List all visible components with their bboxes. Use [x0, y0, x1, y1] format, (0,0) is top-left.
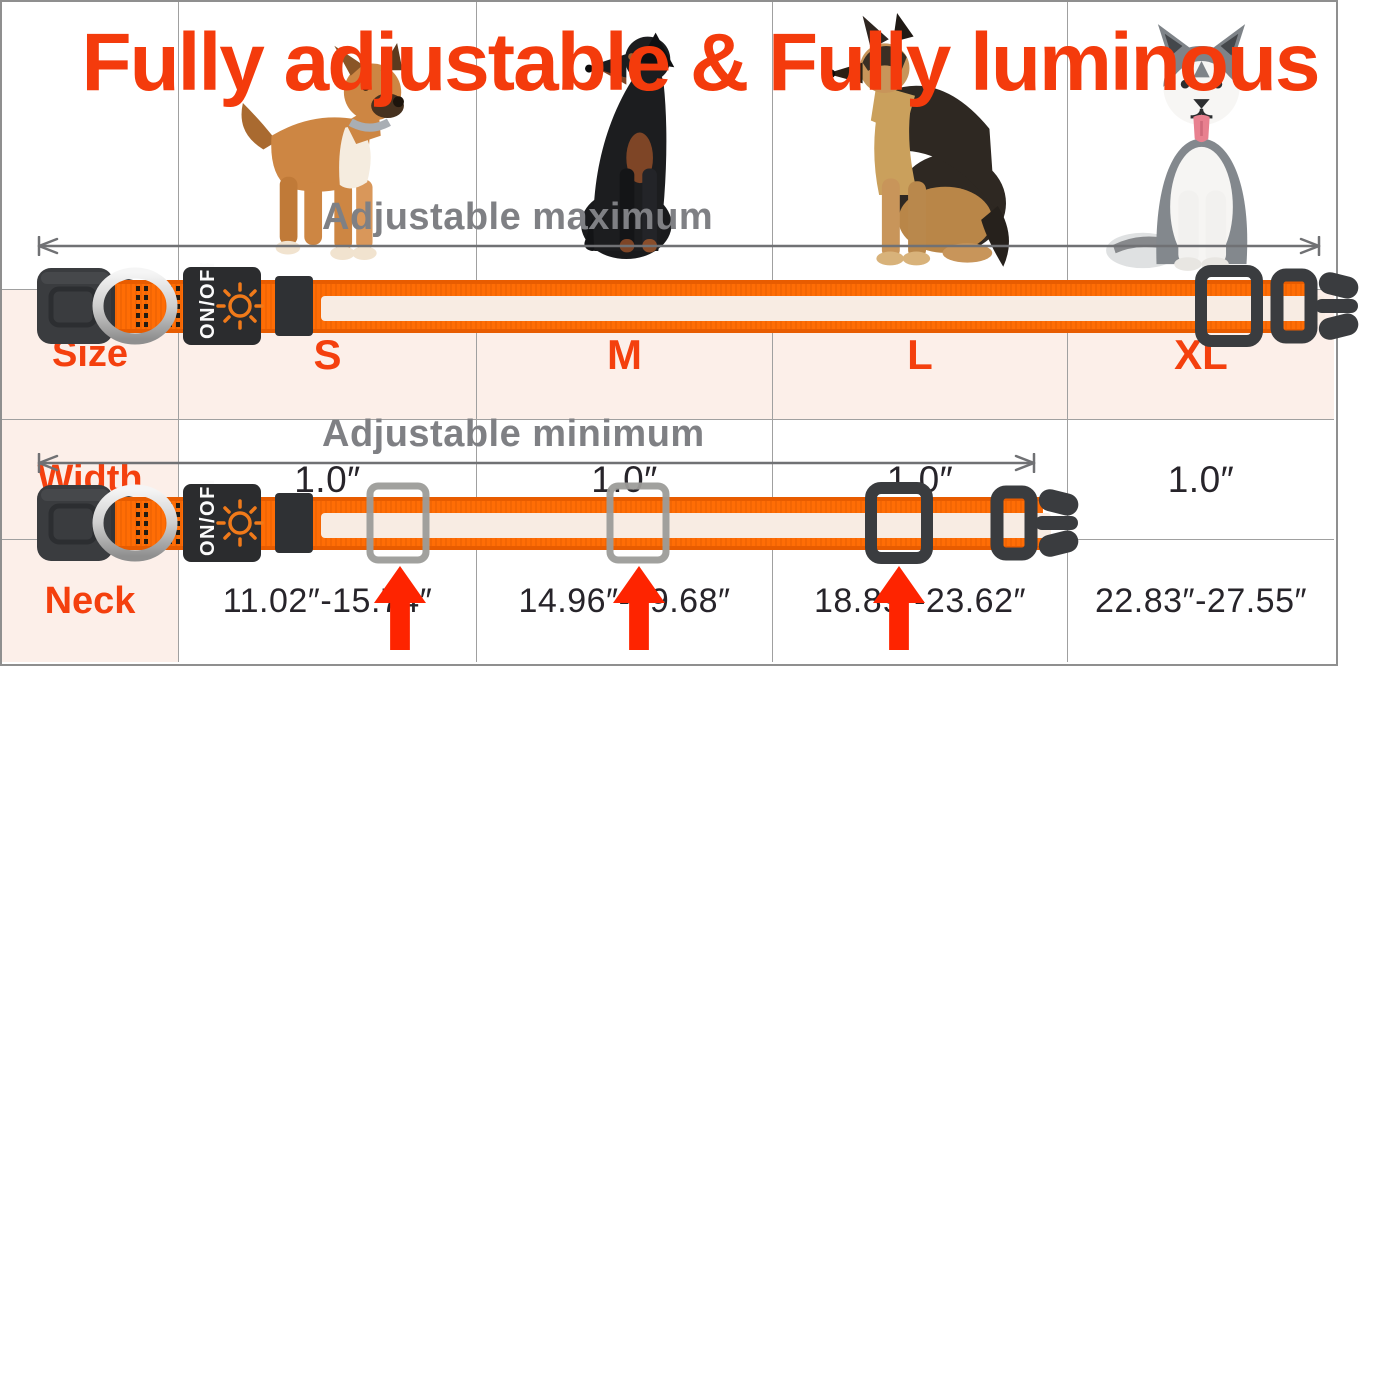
buckle-male	[990, 485, 1079, 561]
husky-photo	[1068, 2, 1334, 290]
tri-glide-slider	[865, 482, 933, 564]
arrowhead-right-icon	[1014, 454, 1036, 472]
ghost-slider-position-1	[366, 482, 430, 564]
page-title: Fully adjustable & Fully luminous	[81, 17, 1320, 108]
sun-icon	[216, 499, 264, 547]
collar-maximum-illustration: ON/OFF	[37, 263, 1359, 347]
dimension-line-minimum	[37, 453, 1036, 473]
strap-keeper	[275, 493, 313, 553]
onoff-label: ON/OFF	[197, 263, 219, 339]
small-dog-photo	[179, 2, 477, 290]
neck-row-label: Neck	[2, 540, 179, 662]
led-light-stripe	[321, 296, 1325, 321]
german-shepherd-illustration	[825, 13, 1009, 267]
small-dog-illustration	[241, 43, 404, 260]
neck-cell-xl: 22.83″-27.55″	[1068, 540, 1334, 662]
adjustable-minimum-label: Adjustable minimum	[322, 413, 705, 455]
adjustable-maximum-label: Adjustable maximum	[322, 196, 714, 238]
led-light-stripe	[321, 513, 1051, 538]
buckle-male	[1270, 268, 1359, 344]
neck-label-text: Neck	[44, 579, 136, 622]
luminous-strap	[313, 280, 1325, 333]
dimension-line-maximum	[37, 236, 1321, 256]
d-ring	[92, 484, 178, 562]
onoff-tag: ON/OFF	[183, 480, 264, 562]
arrowhead-right-icon	[1299, 237, 1321, 255]
collar-minimum-illustration: ON/OFF	[37, 480, 1079, 564]
german-shepherd-photo	[773, 2, 1068, 290]
strap-keeper	[275, 276, 313, 336]
onoff-label: ON/OFF	[197, 480, 219, 556]
husky-illustration	[1105, 24, 1247, 271]
width-cell-xl: 1.0″	[1068, 420, 1334, 540]
tri-glide-slider	[1195, 265, 1263, 347]
d-ring	[92, 267, 178, 345]
sun-icon	[216, 282, 264, 330]
onoff-tag: ON/OFF	[183, 263, 264, 345]
ghost-slider-position-2	[606, 482, 670, 564]
doberman-illustration	[580, 32, 674, 260]
